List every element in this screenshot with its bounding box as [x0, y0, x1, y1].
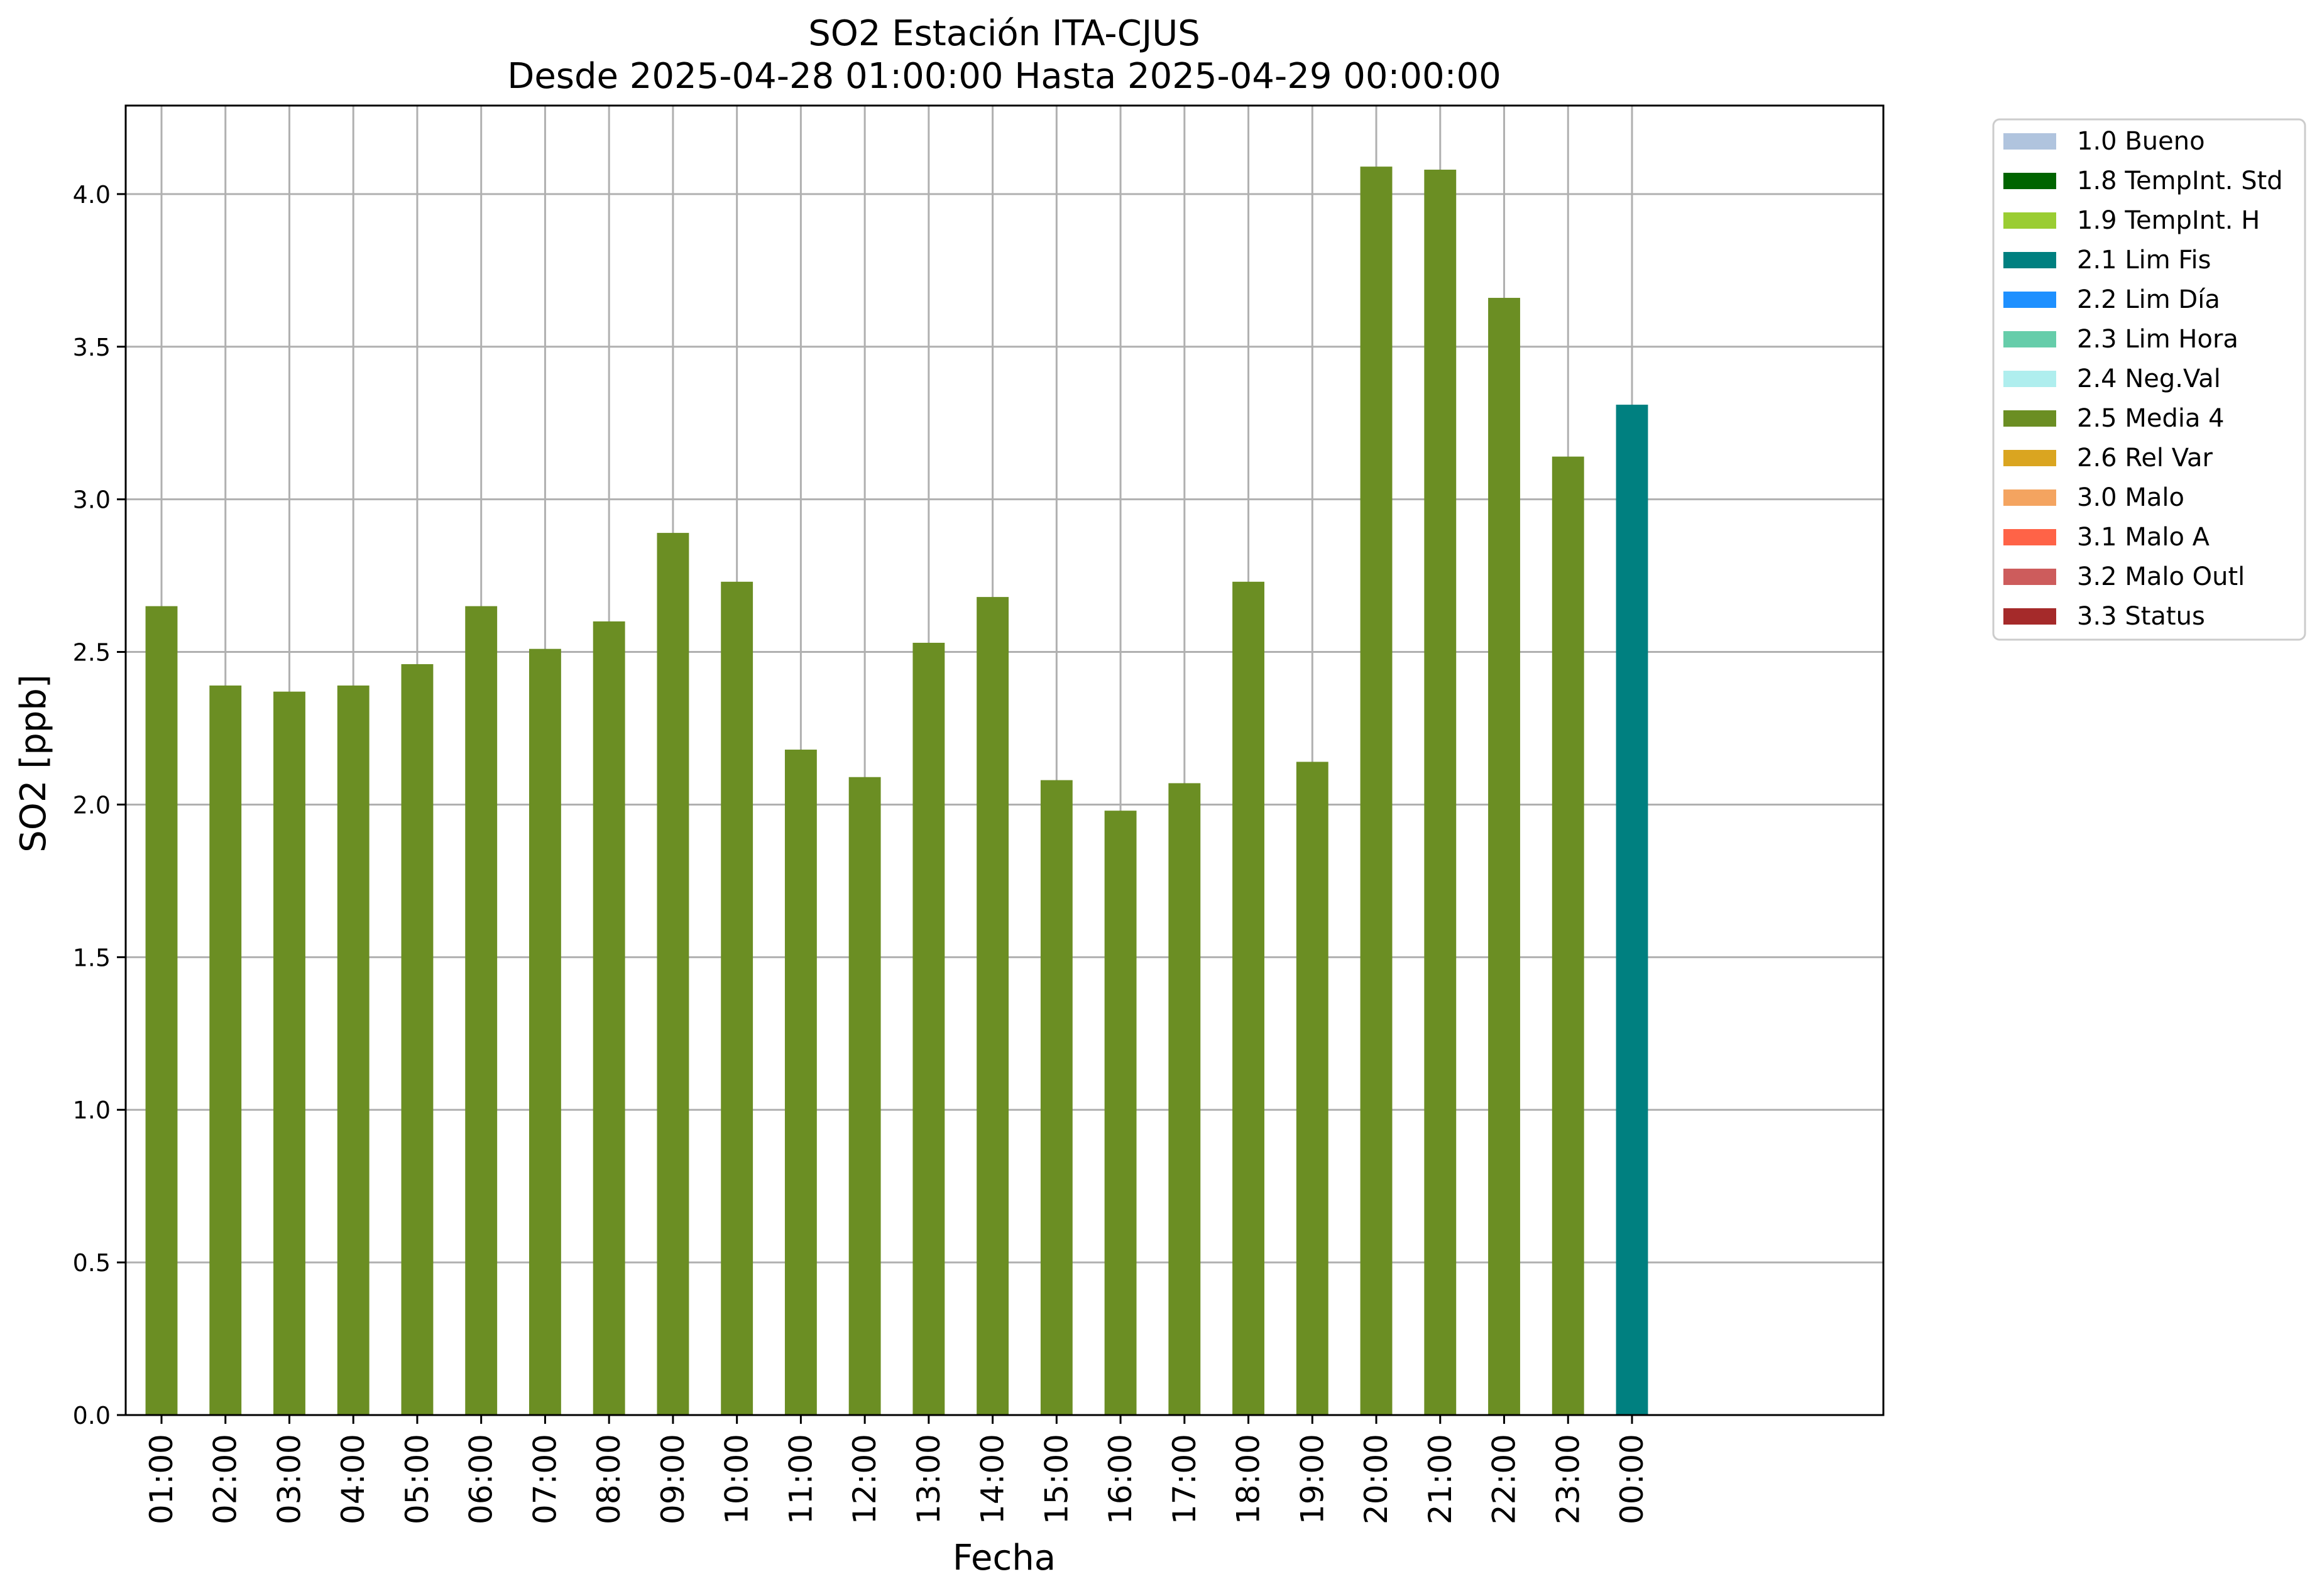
x-tick-label: 06:00: [463, 1434, 500, 1524]
legend-swatch: [2003, 331, 2056, 347]
y-axis-label: SO2 [ppb]: [13, 674, 54, 852]
bar-2200: [1488, 298, 1520, 1415]
y-tick-label: 2.5: [73, 639, 111, 667]
x-tick-label: 18:00: [1230, 1434, 1267, 1524]
legend-label: 1.8 TempInt. Std: [2077, 167, 2283, 195]
legend-label: 2.5 Media 4: [2077, 404, 2225, 433]
x-tick-label: 05:00: [399, 1434, 435, 1524]
x-tick-label: 12:00: [846, 1434, 883, 1524]
x-tick-label: 14:00: [975, 1434, 1011, 1524]
x-tick-label: 00:00: [1614, 1434, 1650, 1524]
bar-2100: [1424, 170, 1457, 1416]
bar-2300: [1552, 456, 1584, 1416]
x-tick-label: 08:00: [591, 1434, 627, 1524]
bar-0400: [337, 685, 370, 1415]
y-tick-label: 3.0: [73, 486, 111, 514]
bar-1400: [977, 597, 1009, 1416]
bars-layer: [145, 167, 1648, 1416]
x-tick-label: 21:00: [1422, 1434, 1459, 1524]
legend-swatch: [2003, 173, 2056, 189]
legend-label: 2.6 Rel Var: [2077, 444, 2213, 473]
bar-0300: [273, 691, 305, 1415]
legend-swatch: [2003, 608, 2056, 625]
bar-1700: [1168, 783, 1201, 1415]
legend-swatch: [2003, 529, 2056, 545]
bar-1600: [1104, 811, 1137, 1415]
legend-swatch: [2003, 212, 2056, 229]
x-tick-label: 22:00: [1486, 1434, 1523, 1524]
x-axis-label: Fecha: [953, 1538, 1056, 1578]
chart-subtitle: Desde 2025-04-28 01:00:00 Hasta 2025-04-…: [507, 56, 1501, 97]
y-tick-label: 1.5: [73, 944, 111, 971]
legend-swatch: [2003, 371, 2056, 387]
y-tick-label: 1.0: [73, 1096, 111, 1124]
bar-0700: [529, 648, 561, 1415]
bar-0500: [401, 664, 434, 1415]
x-tick-label: 15:00: [1038, 1434, 1075, 1524]
legend-swatch: [2003, 133, 2056, 150]
x-tick-label: 11:00: [782, 1434, 819, 1524]
x-tick-label: 10:00: [719, 1434, 755, 1524]
legend-label: 2.4 Neg.Val: [2077, 364, 2221, 393]
bar-2000: [1360, 167, 1393, 1415]
bar-1100: [784, 749, 817, 1415]
x-tick-label: 19:00: [1294, 1434, 1330, 1524]
legend-label: 1.9 TempInt. H: [2077, 206, 2260, 235]
y-axis: 0.0 0.5 1.0 1.5 2.0 2.5 3.0 3.5 4.0: [73, 181, 126, 1429]
plot-frame: [124, 104, 1885, 1416]
legend: 1.0 Bueno 1.8 TempInt. Std 1.9 TempInt. H 2…: [1992, 118, 2306, 641]
bar-0900: [657, 533, 689, 1415]
legend-label: 3.0 Malo: [2077, 483, 2184, 512]
y-tick-label: 3.5: [73, 334, 111, 361]
bar-1900: [1296, 762, 1328, 1415]
x-tick-label: 01:00: [143, 1434, 180, 1524]
legend-swatch: [2003, 450, 2056, 466]
y-tick-label: 2.0: [73, 791, 111, 819]
legend-swatch: [2003, 252, 2056, 268]
legend-label: 1.0 Bueno: [2077, 127, 2205, 156]
y-tick-label: 0.5: [73, 1249, 111, 1277]
bar-1000: [721, 581, 753, 1416]
bar-1200: [848, 777, 881, 1415]
bar-0200: [209, 685, 242, 1415]
legend-label: 2.2 Lim Día: [2077, 285, 2220, 314]
y-tick-label: 4.0: [73, 181, 111, 209]
bar-1300: [912, 642, 945, 1415]
legend-label: 2.1 Lim Fis: [2077, 246, 2211, 275]
x-tick-label: 16:00: [1102, 1434, 1139, 1524]
legend-swatch: [2003, 569, 2056, 585]
bar-0800: [593, 621, 625, 1415]
legend-swatch: [2003, 410, 2056, 427]
x-tick-label: 07:00: [527, 1434, 563, 1524]
legend-label: 3.2 Malo Outl: [2077, 562, 2245, 591]
x-axis: 01:00 02:00 03:00 04:00 05:00 06:00 07:00 08:00…: [143, 1415, 1650, 1524]
x-tick-label: 09:00: [655, 1434, 691, 1524]
x-tick-label: 23:00: [1550, 1434, 1586, 1524]
bar-0000: [1616, 405, 1648, 1416]
x-tick-label: 02:00: [207, 1434, 244, 1524]
x-tick-label: 04:00: [335, 1434, 371, 1524]
legend-box: [1992, 118, 2306, 641]
legend-label: 2.3 Lim Hora: [2077, 325, 2238, 354]
bar-0100: [145, 606, 178, 1415]
bar-0600: [465, 606, 498, 1415]
chart-title: SO2 Estación ITA-CJUS: [808, 13, 1200, 54]
bar-1800: [1232, 581, 1264, 1416]
bar-1500: [1040, 780, 1073, 1415]
legend-swatch: [2003, 292, 2056, 308]
x-tick-label: 20:00: [1358, 1434, 1394, 1524]
legend-label: 3.1 Malo A: [2077, 523, 2210, 552]
legend-label: 3.3 Status: [2077, 602, 2205, 631]
x-tick-label: 03:00: [271, 1434, 307, 1524]
x-tick-label: 13:00: [911, 1434, 947, 1524]
legend-swatch: [2003, 489, 2056, 506]
y-tick-label: 0.0: [73, 1402, 111, 1429]
x-tick-label: 17:00: [1166, 1434, 1203, 1524]
